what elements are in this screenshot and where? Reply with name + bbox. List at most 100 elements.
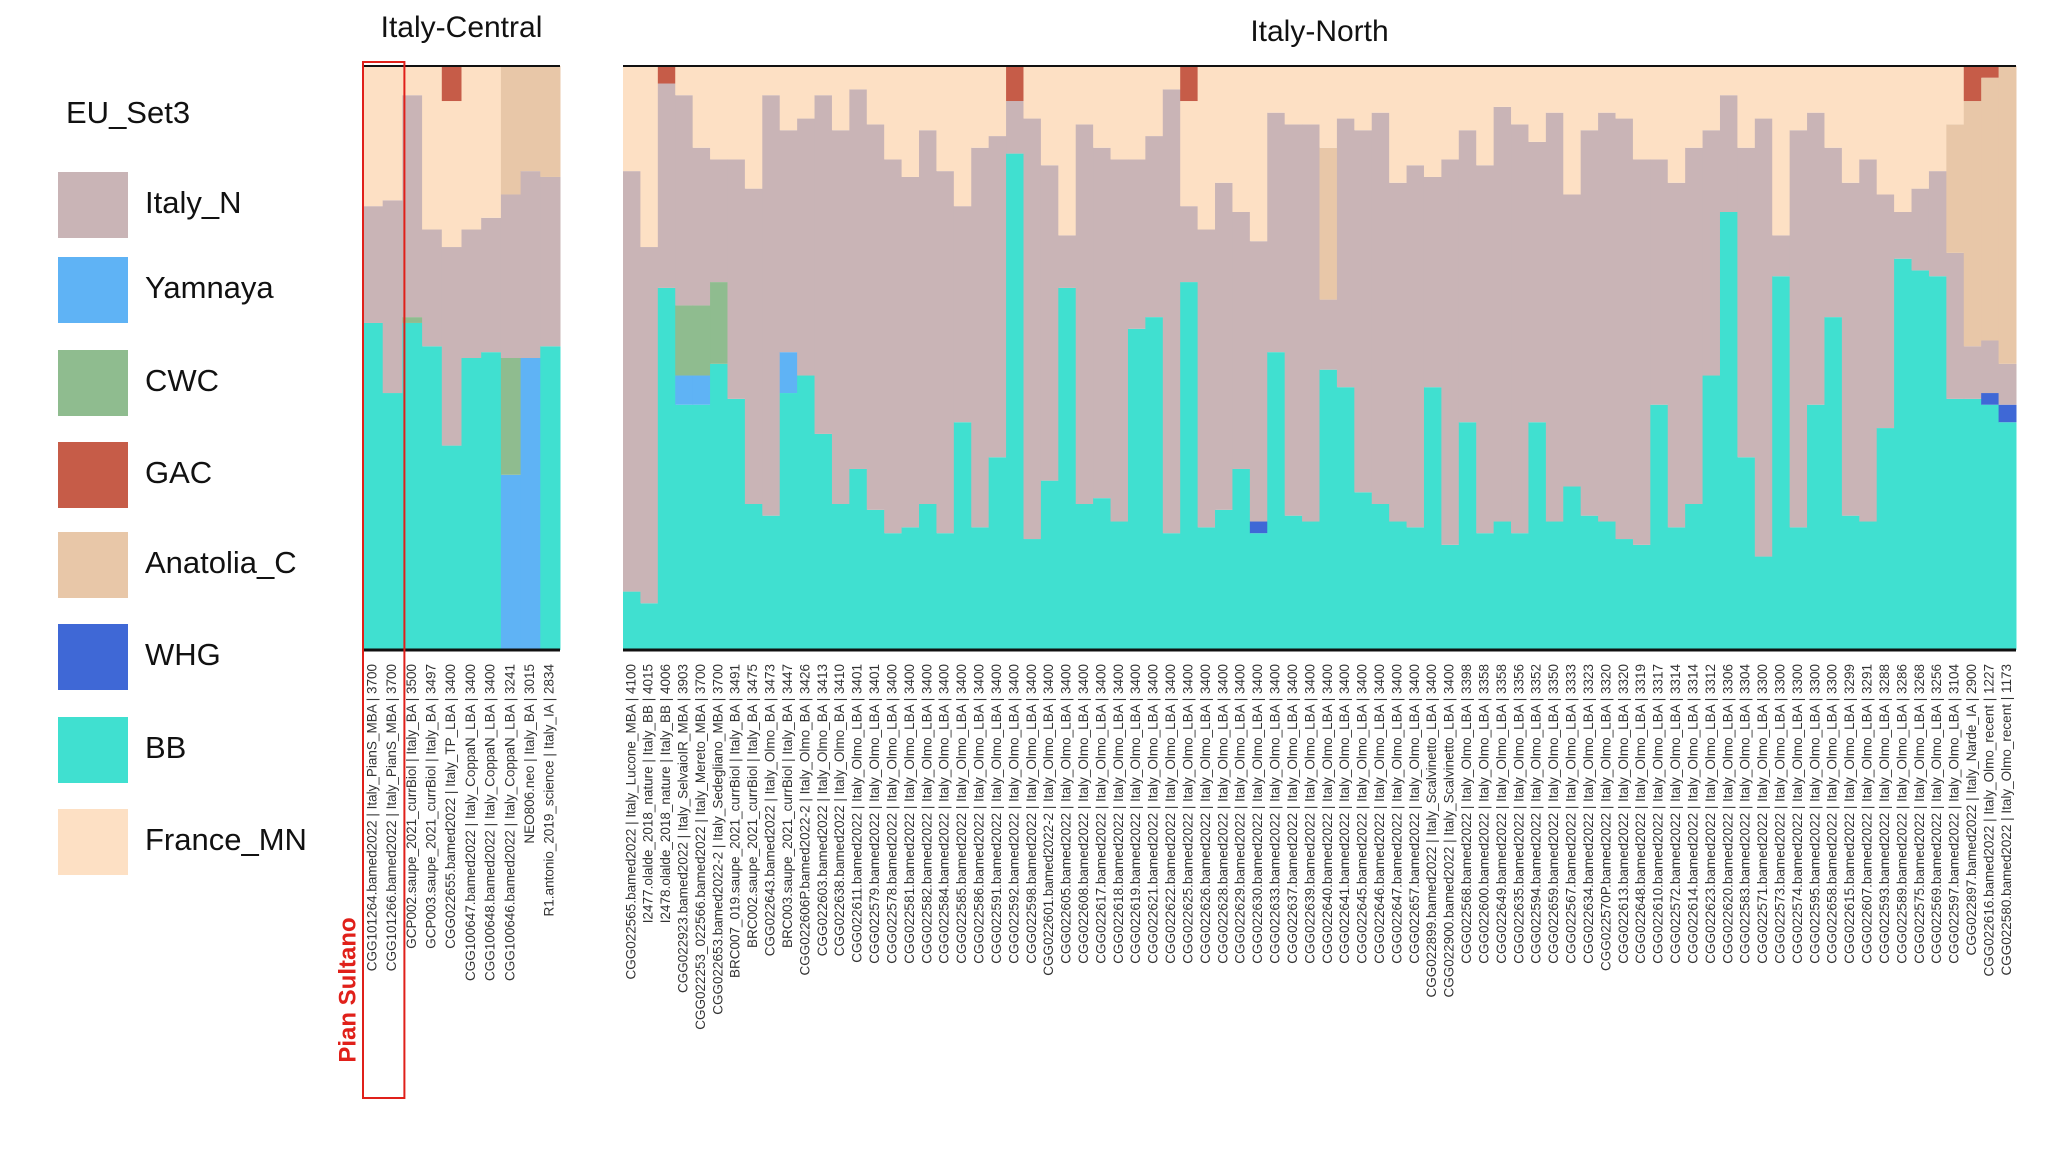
legend-label: BB [145,730,186,765]
bar-segment [1702,130,1721,376]
bar-segment [1040,66,1059,166]
bar-segment [1598,521,1617,650]
x-tick-label: CGG022643.bamed2022 | Italy_Olmo_BA | 34… [763,664,778,956]
bar-segment [1249,241,1268,522]
bar-segment [1632,159,1651,545]
bar-segment [953,422,972,650]
bar-segment [1267,352,1286,650]
x-tick-label: CGG022583.bamed2022 | Italy_Olmo_LBA | 3… [1738,664,1753,964]
bar-segment [1284,66,1303,125]
bar-segment [1563,486,1582,650]
bar-segment [744,188,763,504]
bar-segment [1006,101,1024,154]
bar-segment [1598,112,1617,522]
bar-segment [692,305,711,376]
bar-segment [1911,188,1930,271]
x-tick-label: I2478.olalde_2018_nature | Italy_BB | 40… [658,664,673,923]
bar-segment [1545,112,1564,522]
bar-segment [1423,387,1442,650]
bar-segment [1528,66,1547,142]
bar-segment [1841,182,1860,516]
legend-label: France_MN [145,822,307,857]
bar-segment [382,200,403,394]
bar-segment [1511,66,1529,125]
bar-segment [814,66,833,96]
bar-segment [1528,141,1547,423]
bar-segment [849,468,868,650]
bar-segment [1928,276,1947,650]
bar-segment [919,130,937,505]
bar-segment [866,66,885,125]
bar-segment [1754,556,1773,650]
bar-segment [1371,504,1390,650]
bar-segment [1667,182,1686,528]
bar-segment [481,217,502,353]
x-tick-label: CGG022625.bamed2022 | Italy_Olmo_LBA | 3… [1180,664,1195,964]
bar-segment [1563,194,1582,487]
bar-segment [461,358,482,650]
x-tick-label: BRC002.saupe_2021_currBiol | Italy_BA | … [745,664,760,948]
bar-segment [1423,66,1442,177]
bar-segment [1232,468,1251,650]
bar-segment [779,130,798,353]
legend-swatch [58,442,128,508]
bar-segment [1023,66,1042,119]
x-tick-label: CGG022568.bamed2022 | Italy_Olmo_LBA | 3… [1459,664,1474,964]
bar-segment [1093,147,1112,499]
x-tick-label: CGG022622.bamed2022 | Italy_Olmo_LBA | 3… [1163,664,1178,964]
x-tick-label: CGG022606P.bamed2022-2 | Italy_Olmo_BA |… [797,664,812,975]
legend-label: GAC [145,455,212,490]
bar-segment [1180,282,1199,650]
x-tick-label: CGG022635.bamed2022 | Italy_Olmo_LBA | 3… [1511,664,1526,964]
bar-segment [441,247,462,446]
bar-segment [884,66,903,160]
x-tick-label: CGG022574.bamed2022 | Italy_Olmo_LBA | 3… [1790,664,1805,964]
bar-segment [1702,375,1721,650]
bar-segment [710,159,728,283]
bar-segment [520,358,541,650]
bar-segment [762,66,781,96]
bar-segment [1302,124,1320,522]
bar-segment [1319,147,1338,300]
bar-segment [779,66,798,131]
bar-segment [1685,66,1704,148]
legend-label: Italy_N [145,185,241,220]
bar-segment [1841,515,1860,650]
bar-segment [1685,147,1704,504]
bar-segment [1580,66,1599,131]
bar-segment [1058,287,1077,650]
bar-segment [710,282,728,364]
bar-segment [727,159,746,399]
bar-segment [1807,66,1825,113]
bar-segment [1075,504,1094,650]
bar-segment [692,404,711,650]
bar-segment [1110,521,1129,650]
bar-segment [1180,101,1199,207]
bar-segment [1406,527,1425,650]
bar-segment [1441,544,1460,650]
bar-segment [727,398,746,650]
bar-segment [441,445,462,650]
legend-swatch [58,809,128,875]
bar-segment [936,171,955,534]
bar-segment [422,346,443,650]
bar-segment [623,171,641,592]
bar-segment [1075,66,1094,125]
x-tick-label: CGG022648.bamed2022 | Italy_Olmo_LBA | 3… [1633,664,1648,964]
x-tick-label: CGG022570P.bamed2022 | Italy_Olmo_LBA | … [1598,664,1613,971]
bar-segment [901,176,920,528]
bar-segment [1389,521,1408,650]
bar-segment [988,66,1007,137]
bar-segment [1998,363,2017,405]
bar-segment [1580,515,1599,650]
bar-segment [1580,130,1599,516]
x-tick-label: CGG022580.bamed2022 | Italy_Olmo_recent … [1999,664,2014,975]
bar-segment [953,66,972,207]
x-tick-label: BRC003.saupe_2021_currBiol | Italy_BA | … [780,664,795,948]
bar-segment [849,66,868,90]
bar-segment [1615,539,1634,650]
x-tick-label: CGG022657.bamed2022 | Italy_Olmo_LBA | 3… [1407,664,1422,964]
legend-label: WHG [145,637,221,672]
x-tick-label: CGG100646.bamed2022 | Italy_CoppaN_LBA |… [502,664,517,981]
